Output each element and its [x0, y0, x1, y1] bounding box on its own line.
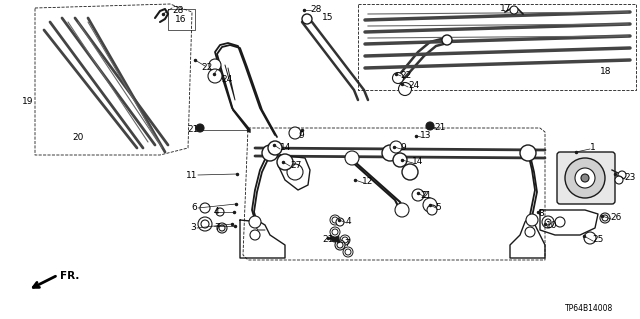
Text: 17: 17 — [500, 4, 511, 13]
Text: 14: 14 — [280, 144, 291, 152]
Circle shape — [198, 217, 212, 231]
Circle shape — [390, 141, 402, 153]
Text: 21: 21 — [420, 190, 431, 199]
Circle shape — [196, 124, 204, 132]
Text: 12: 12 — [362, 177, 373, 187]
Circle shape — [510, 6, 518, 14]
Circle shape — [427, 205, 437, 215]
Text: 5: 5 — [435, 204, 441, 212]
Circle shape — [345, 249, 351, 255]
Circle shape — [337, 242, 343, 248]
Circle shape — [216, 208, 224, 216]
Circle shape — [200, 203, 210, 213]
Circle shape — [219, 225, 225, 231]
Circle shape — [555, 217, 565, 227]
Text: 3: 3 — [190, 224, 196, 233]
Circle shape — [526, 214, 538, 226]
Text: 28: 28 — [172, 6, 184, 15]
Circle shape — [208, 69, 222, 83]
Circle shape — [336, 218, 344, 226]
Circle shape — [330, 227, 340, 237]
Circle shape — [520, 145, 536, 161]
Circle shape — [393, 153, 407, 167]
Text: 11: 11 — [186, 170, 197, 180]
Circle shape — [332, 229, 338, 235]
Circle shape — [618, 171, 626, 179]
Text: 21: 21 — [323, 235, 334, 244]
Circle shape — [545, 219, 551, 225]
Circle shape — [268, 141, 282, 155]
Circle shape — [402, 164, 418, 180]
Circle shape — [250, 230, 260, 240]
Circle shape — [217, 223, 227, 233]
Text: 24: 24 — [221, 76, 232, 85]
Text: 24: 24 — [408, 81, 419, 91]
Text: 22: 22 — [400, 70, 412, 79]
Circle shape — [332, 217, 338, 223]
Text: 2: 2 — [422, 191, 428, 201]
Text: 8: 8 — [538, 210, 544, 219]
Text: 13: 13 — [420, 131, 431, 140]
Circle shape — [302, 14, 312, 24]
Circle shape — [345, 151, 359, 165]
Circle shape — [277, 154, 293, 170]
Text: 28: 28 — [310, 4, 321, 13]
Circle shape — [289, 127, 301, 139]
Text: 18: 18 — [600, 68, 611, 77]
Circle shape — [287, 164, 303, 180]
Text: 1: 1 — [590, 144, 596, 152]
Circle shape — [209, 59, 221, 71]
Text: 6: 6 — [191, 204, 197, 212]
Circle shape — [615, 176, 623, 184]
Circle shape — [426, 122, 434, 130]
Circle shape — [581, 174, 589, 182]
Circle shape — [542, 216, 554, 228]
Circle shape — [382, 145, 398, 161]
Circle shape — [399, 83, 412, 95]
Text: 21: 21 — [188, 125, 199, 135]
Text: FR.: FR. — [60, 271, 79, 281]
Text: 25: 25 — [592, 235, 604, 244]
Text: 16: 16 — [175, 16, 186, 25]
Text: 15: 15 — [322, 13, 333, 23]
Text: 21: 21 — [434, 123, 445, 132]
Circle shape — [201, 220, 209, 228]
Text: 22: 22 — [202, 63, 213, 72]
Circle shape — [525, 227, 535, 237]
Circle shape — [412, 189, 424, 201]
Circle shape — [342, 237, 348, 243]
Circle shape — [600, 213, 610, 223]
Text: 7: 7 — [344, 240, 349, 249]
Text: 9: 9 — [400, 144, 406, 152]
Text: 4: 4 — [214, 207, 220, 217]
FancyBboxPatch shape — [557, 152, 615, 204]
Circle shape — [340, 235, 350, 245]
Text: 23: 23 — [624, 174, 636, 182]
Circle shape — [575, 168, 595, 188]
Circle shape — [584, 232, 596, 244]
Circle shape — [602, 215, 608, 221]
Text: 20: 20 — [72, 133, 84, 143]
Text: 14: 14 — [412, 158, 424, 167]
Circle shape — [395, 203, 409, 217]
Circle shape — [335, 240, 345, 250]
Circle shape — [249, 216, 261, 228]
Text: 9: 9 — [298, 131, 304, 140]
Text: 4: 4 — [346, 218, 351, 226]
Circle shape — [392, 72, 403, 84]
Circle shape — [442, 35, 452, 45]
Text: 19: 19 — [22, 98, 33, 107]
Circle shape — [330, 215, 340, 225]
Text: TP64B14008: TP64B14008 — [565, 304, 613, 313]
Text: 26: 26 — [610, 213, 621, 222]
Circle shape — [423, 198, 437, 212]
Text: 10: 10 — [546, 221, 557, 231]
Text: 7: 7 — [214, 224, 220, 233]
Circle shape — [565, 158, 605, 198]
Circle shape — [343, 247, 353, 257]
Circle shape — [262, 145, 278, 161]
Text: 27: 27 — [290, 160, 301, 169]
Circle shape — [331, 234, 339, 242]
